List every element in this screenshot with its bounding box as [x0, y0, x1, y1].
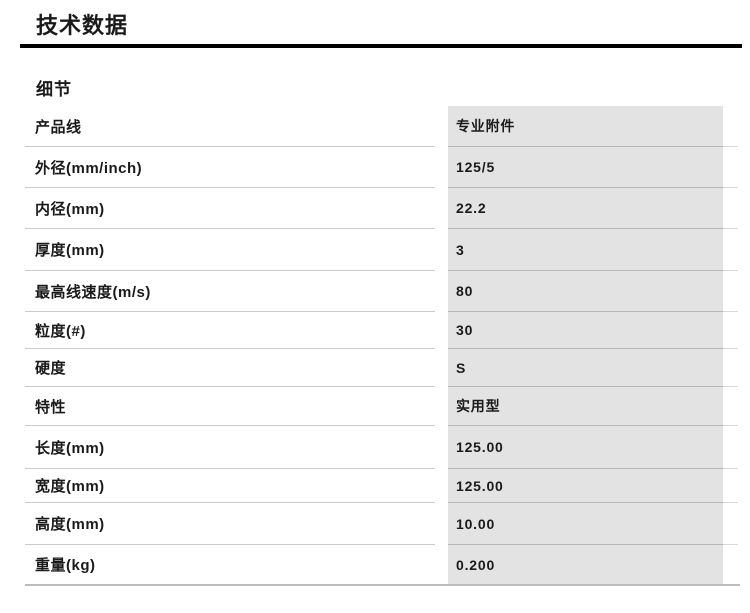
spec-value: 80 [448, 271, 723, 312]
spec-label: 宽度(mm) [25, 469, 435, 503]
table-row: 产品线 专业附件 [25, 106, 738, 147]
row-divider-stub [723, 469, 738, 503]
section-title-bar: 技术数据 [20, 10, 742, 48]
column-gap [435, 387, 448, 426]
spec-label: 粒度(#) [25, 312, 435, 349]
spec-label: 产品线 [25, 106, 435, 147]
spec-label: 特性 [25, 387, 435, 426]
spec-value: 30 [448, 312, 723, 349]
column-gap [435, 229, 448, 271]
spec-label: 重量(kg) [35, 557, 96, 574]
row-divider-stub [723, 312, 738, 349]
table-row: 粒度(#) 30 [25, 312, 738, 349]
spec-label: 外径(mm/inch) [25, 147, 435, 188]
table-row: 厚度(mm) 3 [25, 229, 738, 271]
table-row: 硬度 S [25, 349, 738, 387]
spec-label: 高度(mm) [25, 503, 435, 545]
spec-value: 实用型 [448, 387, 723, 426]
table-row: 外径(mm/inch) 125/5 [25, 147, 738, 188]
column-gap [435, 545, 448, 584]
spec-value: 125/5 [448, 147, 723, 188]
column-gap [435, 503, 448, 545]
spec-value: 3 [448, 229, 723, 271]
details-heading: 细节 [36, 80, 72, 99]
spec-value: 10.00 [448, 503, 723, 545]
spec-value: 0.200 [448, 545, 723, 584]
page-title: 技术数据 [36, 13, 129, 38]
column-gap [435, 147, 448, 188]
spec-value: 125.00 [448, 469, 723, 503]
row-divider-stub [723, 106, 738, 147]
table-row: 长度(mm) 125.00 [25, 426, 738, 469]
column-gap [435, 469, 448, 503]
column-gap [435, 426, 448, 469]
spec-value: S [448, 349, 723, 387]
column-gap [435, 349, 448, 387]
row-divider-stub [723, 147, 738, 188]
spec-table: 产品线 专业附件 外径(mm/inch) 125/5 内径(mm) 22.2 厚度(mm) 3… [25, 106, 738, 584]
row-divider-stub [723, 349, 738, 387]
spec-label: 长度(mm) [25, 426, 435, 469]
row-divider-stub [723, 426, 738, 469]
row-divider-stub [723, 387, 738, 426]
column-gap [435, 271, 448, 312]
spec-value: 22.2 [448, 188, 723, 229]
row-divider-stub [723, 545, 738, 584]
table-row: 最高线速度(m/s) 80 [25, 271, 738, 312]
spec-label: 内径(mm) [25, 188, 435, 229]
spec-value: 专业附件 [448, 106, 723, 147]
row-divider-stub [723, 188, 738, 229]
row-divider-stub [723, 229, 738, 271]
spec-label: 最高线速度(m/s) [25, 271, 435, 312]
row-divider-stub [723, 271, 738, 312]
column-gap [435, 312, 448, 349]
spec-label: 厚度(mm) [25, 229, 435, 271]
table-row: 宽度(mm) 125.00 [25, 469, 738, 503]
table-row: 内径(mm) 22.2 [25, 188, 738, 229]
table-row: 重量(kg) 0.200 [25, 545, 738, 584]
spec-value: 125.00 [448, 426, 723, 469]
column-gap [435, 106, 448, 147]
table-row: 高度(mm) 10.00 [25, 503, 738, 545]
column-gap [435, 188, 448, 229]
table-bottom-rule [25, 584, 740, 586]
spec-label: 硬度 [25, 349, 435, 387]
row-divider-stub [723, 503, 738, 545]
table-row: 特性 实用型 [25, 387, 738, 426]
